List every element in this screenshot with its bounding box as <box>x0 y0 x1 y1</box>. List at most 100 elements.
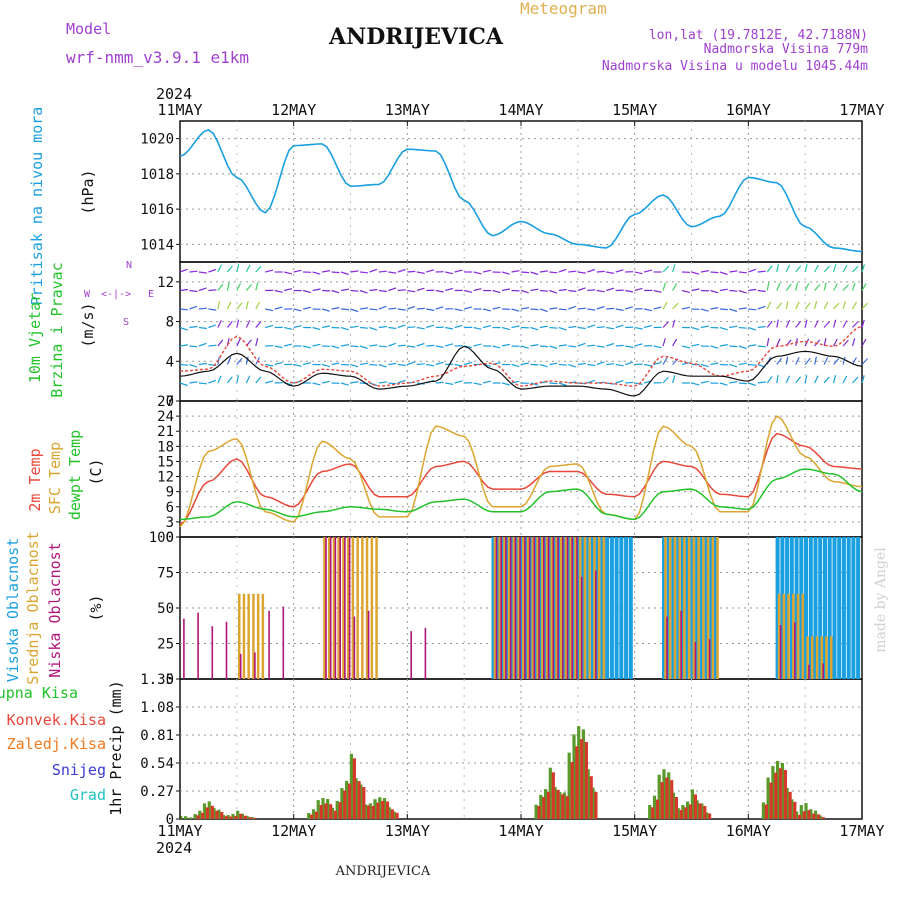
wind-vector <box>681 345 690 349</box>
footer-station: ANDRIJEVICA <box>335 864 431 879</box>
total-precip-bar <box>780 763 784 819</box>
wind-vector <box>454 269 463 273</box>
mid-cloud-bar <box>801 593 804 679</box>
wind-vector <box>671 264 676 273</box>
wind-vector <box>615 308 624 311</box>
y-tick-label: 12 <box>157 275 174 291</box>
wind-vector <box>274 345 283 349</box>
total-precip-bar <box>558 791 562 819</box>
wind-vector <box>861 358 868 365</box>
y-tick-label: 6 <box>166 500 174 516</box>
total-precip-bar <box>382 798 387 819</box>
wind-vector <box>236 264 240 273</box>
wind-vector <box>302 289 312 294</box>
wind-vector <box>710 362 719 366</box>
mid-cloud-bar <box>588 537 591 679</box>
total-precip-bar <box>809 809 813 819</box>
conv-precip-bar <box>798 814 802 819</box>
wind-vector <box>596 345 605 348</box>
wind-vector <box>842 375 848 384</box>
wind-vector <box>634 343 643 347</box>
wind-vector <box>350 363 359 368</box>
mid-cloud-bar <box>792 593 795 679</box>
wind-vector <box>776 374 779 384</box>
wind-vector <box>265 269 274 273</box>
wind-vector <box>549 362 558 366</box>
wind-vector <box>445 343 454 347</box>
wind-vector <box>615 324 624 329</box>
wind-vector <box>255 282 259 291</box>
wind-vector <box>501 343 511 347</box>
mid-cloud-bar <box>356 537 359 679</box>
wind-vector <box>700 308 709 312</box>
wind-vector <box>255 301 261 310</box>
wind-vector <box>861 302 869 310</box>
conv-precip-bar <box>689 804 693 819</box>
total-precip-bar <box>671 792 675 819</box>
wind-vector <box>473 326 482 330</box>
high-cloud-bar <box>789 537 794 679</box>
x-tick-label-bottom: 16MAY <box>726 822 771 840</box>
wind-vector <box>189 289 198 293</box>
wind-vector <box>255 376 262 384</box>
wind-vector <box>473 343 482 347</box>
y-tick-label: 75 <box>157 566 174 582</box>
high-cloud-bar <box>600 537 605 679</box>
wind-vector <box>492 289 501 294</box>
temp-label-2: SFC Temp <box>46 442 64 514</box>
panel-frames <box>179 120 863 820</box>
conv-precip-bar <box>580 739 584 819</box>
wind-vector <box>710 289 719 294</box>
wind-vector <box>236 283 242 291</box>
model-name: wrf-nmm_v3.9.1 e1km <box>66 48 249 67</box>
total-precip-bar <box>231 814 235 819</box>
wind-vector <box>587 324 596 329</box>
low-cloud-bar <box>543 537 545 679</box>
total-precip-bar <box>539 794 543 819</box>
low-cloud-bar <box>595 570 597 679</box>
wind-vector <box>388 326 397 330</box>
y-tick-label: 0 <box>166 530 174 546</box>
mid-cloud-bar <box>811 636 814 679</box>
wind-vector <box>606 287 615 292</box>
wind-vector <box>719 308 728 311</box>
wind-vector <box>321 270 331 273</box>
wind-vector <box>369 344 378 347</box>
wind-vector <box>606 363 615 366</box>
low-cloud-bar <box>339 537 341 679</box>
wind-vector <box>426 363 435 367</box>
wind-vector <box>274 289 283 293</box>
wind-vector <box>653 306 662 310</box>
wind-vector <box>719 288 728 292</box>
wind-vector <box>245 375 251 384</box>
year-bottom: 2024 <box>156 839 192 857</box>
compass-s: S <box>123 317 129 328</box>
wind-vector <box>861 375 865 384</box>
wind-vector <box>606 342 615 347</box>
total-precip-bar <box>392 811 396 819</box>
wind-speed-line <box>179 325 863 387</box>
mid-cloud-bar <box>716 537 719 679</box>
wind-vector <box>766 337 770 347</box>
wind-vector <box>416 271 425 274</box>
low-cloud-bar <box>282 606 285 679</box>
y-tick-label: 0.27 <box>140 784 174 800</box>
wind-vector <box>350 308 359 313</box>
wind-vector <box>189 325 198 329</box>
conv-precip-bar <box>395 812 399 819</box>
high-cloud-bar <box>496 537 501 679</box>
low-cloud-bar <box>524 537 526 679</box>
mid-cloud-bar <box>815 636 819 679</box>
wind-vector <box>833 319 837 328</box>
wind-vector <box>416 287 425 292</box>
total-precip-bar <box>795 811 799 819</box>
mid-cloud-bar <box>711 537 715 679</box>
mid-cloud-bar <box>706 537 710 679</box>
mid-cloud-bar <box>256 593 260 679</box>
high-cloud-bar <box>804 537 808 679</box>
total-precip-bar <box>648 805 652 819</box>
wind-vector <box>369 308 378 311</box>
mid-cloud-bar <box>673 537 677 679</box>
wind-vector <box>340 326 349 331</box>
